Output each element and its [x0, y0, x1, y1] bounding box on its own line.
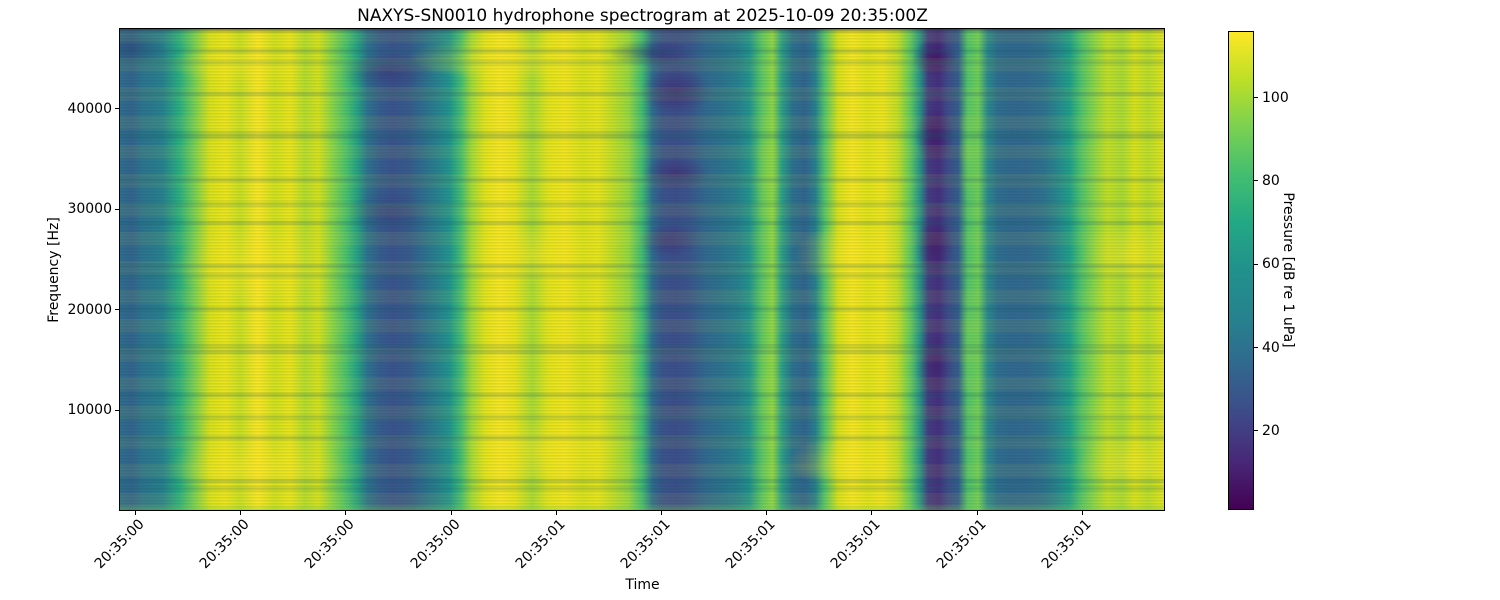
- y-tick-mark: [115, 108, 119, 109]
- y-tick-label: 10000: [67, 402, 112, 419]
- chart-title: NAXYS-SN0010 hydrophone spectrogram at 2…: [357, 6, 928, 26]
- colorbar-tick-label: 80: [1262, 172, 1280, 189]
- y-tick-label: 20000: [67, 301, 112, 318]
- colorbar-tick-mark: [1254, 97, 1258, 99]
- colorbar-tick-label: 60: [1262, 256, 1280, 273]
- colorbar-tick-label: 40: [1262, 339, 1280, 356]
- x-tick-mark: [661, 511, 663, 515]
- colorbar-tick-mark: [1254, 430, 1258, 432]
- x-tick-mark: [871, 511, 873, 515]
- y-tick-mark: [115, 208, 119, 210]
- spectrogram-heatmap: [120, 29, 1164, 510]
- colorbar-tick-mark: [1254, 347, 1258, 349]
- x-tick-mark: [1081, 511, 1083, 515]
- colorbar-tick-mark: [1254, 180, 1258, 182]
- x-tick-mark: [135, 511, 136, 515]
- plot-area: [119, 28, 1165, 511]
- colorbar-tick-label: 100: [1262, 89, 1289, 106]
- y-tick-mark: [115, 409, 119, 411]
- x-tick-mark: [766, 511, 768, 515]
- x-axis-label: Time: [625, 577, 660, 593]
- colorbar: [1228, 31, 1254, 510]
- x-tick-mark: [240, 511, 242, 515]
- y-tick-label: 40000: [67, 100, 112, 117]
- x-tick-mark: [976, 511, 978, 515]
- y-tick-mark: [115, 309, 119, 311]
- x-tick-mark: [450, 511, 452, 515]
- y-tick-label: 30000: [67, 201, 112, 218]
- colorbar-tick-mark: [1254, 263, 1258, 265]
- colorbar-label: Pressure [dB re 1 uPa]: [1280, 192, 1296, 348]
- x-tick-mark: [345, 511, 347, 515]
- colorbar-tick-label: 20: [1262, 422, 1280, 439]
- x-tick-mark: [555, 511, 557, 515]
